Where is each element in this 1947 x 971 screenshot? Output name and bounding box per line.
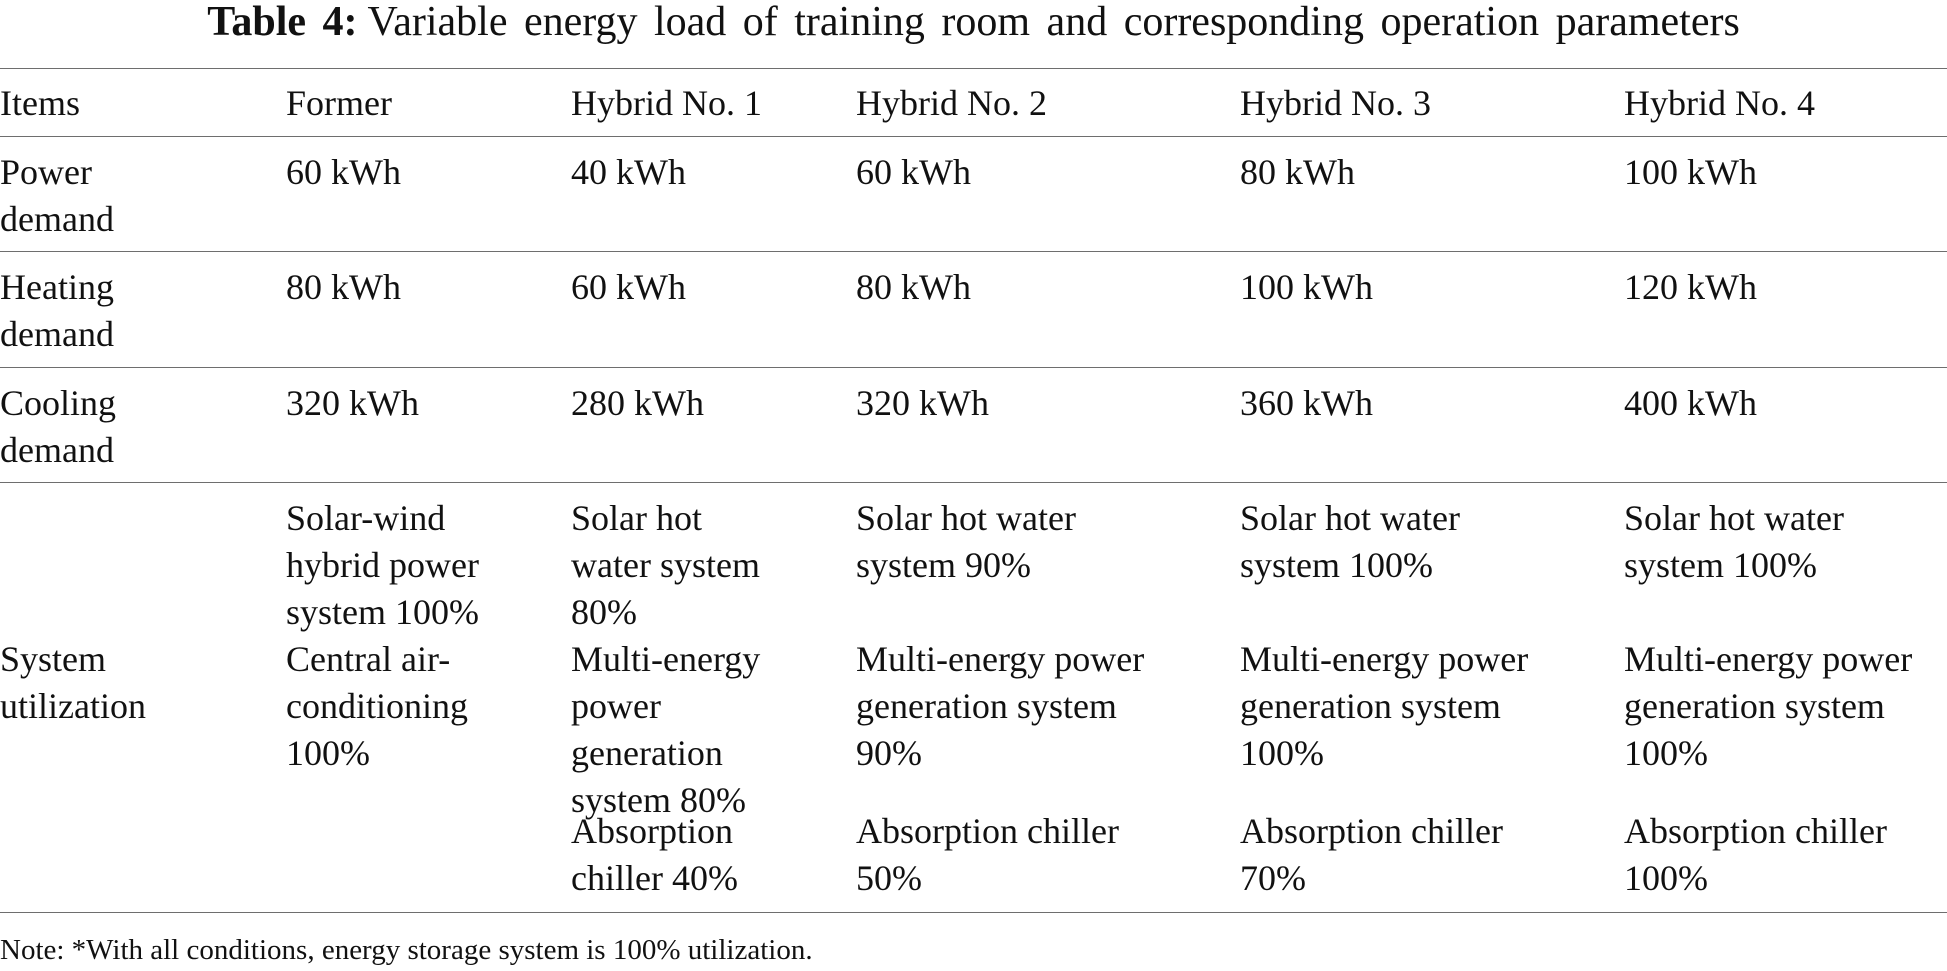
utilization-hybrid-2-solar-hot-water: Solar hot water system 90%: [856, 498, 1076, 585]
power-hybrid-2: 60 kWh: [856, 152, 971, 192]
utilization-hybrid-2-absorption-chiller: Absorption chiller 50%: [856, 811, 1119, 898]
utilization-hybrid-4-multi-energy: Multi-energy power generation system 100…: [1624, 639, 1913, 773]
utilization-hybrid-3-absorption-chiller: Absorption chiller 70%: [1240, 811, 1503, 898]
utilization-hybrid-2-multi-energy: Multi-energy power generation system 90%: [856, 639, 1145, 773]
table-note: Note: *With all conditions, energy stora…: [0, 934, 813, 966]
table-caption: Table 4: Variable energy load of training…: [0, 0, 1947, 62]
row-rule-2: [0, 367, 1947, 368]
utilization-hybrid-1-solar-hot-water: Solar hot water system 80%: [571, 498, 760, 632]
cooling-hybrid-1: 280 kWh: [571, 383, 704, 423]
header-hybrid-2: Hybrid No. 2: [856, 83, 1047, 123]
header-hybrid-3: Hybrid No. 3: [1240, 83, 1431, 123]
power-hybrid-1: 40 kWh: [571, 152, 686, 192]
row-rule-1: [0, 251, 1947, 252]
utilization-hybrid-3-solar-hot-water: Solar hot water system 100%: [1240, 498, 1460, 585]
heating-former: 80 kWh: [286, 267, 401, 307]
row-label-power: Power demand: [0, 152, 114, 239]
power-hybrid-3: 80 kWh: [1240, 152, 1355, 192]
heating-hybrid-2: 80 kWh: [856, 267, 971, 307]
power-former: 60 kWh: [286, 152, 401, 192]
heating-hybrid-1: 60 kWh: [571, 267, 686, 307]
caption-text: Variable energy load of training room an…: [367, 0, 1740, 45]
utilization-hybrid-1-absorption-chiller: Absorption chiller 40%: [571, 811, 738, 898]
caption-label: Table 4:: [207, 0, 358, 45]
row-label-cooling: Cooling demand: [0, 383, 117, 470]
cooling-hybrid-2: 320 kWh: [856, 383, 989, 423]
utilization-hybrid-4-solar-hot-water: Solar hot water system 100%: [1624, 498, 1844, 585]
cooling-former: 320 kWh: [286, 383, 419, 423]
bottom-rule: [0, 912, 1947, 913]
top-rule: [0, 68, 1947, 69]
cooling-hybrid-3: 360 kWh: [1240, 383, 1373, 423]
header-items: Items: [0, 83, 80, 123]
header-hybrid-4: Hybrid No. 4: [1624, 83, 1815, 123]
utilization-hybrid-1-multi-energy: Multi-energy power generation system 80%: [571, 639, 761, 820]
power-hybrid-4: 100 kWh: [1624, 152, 1757, 192]
header-former: Former: [286, 83, 392, 123]
header-rule: [0, 136, 1947, 137]
utilization-hybrid-3-multi-energy: Multi-energy power generation system 100…: [1240, 639, 1529, 773]
heating-hybrid-3: 100 kWh: [1240, 267, 1373, 307]
row-rule-3: [0, 482, 1947, 483]
header-hybrid-1: Hybrid No. 1: [571, 83, 762, 123]
cooling-hybrid-4: 400 kWh: [1624, 383, 1757, 423]
row-label-heating: Heating demand: [0, 267, 114, 354]
utilization-hybrid-4-absorption-chiller: Absorption chiller 100%: [1624, 811, 1887, 898]
row-label-utilization: System utilization: [0, 639, 146, 726]
utilization-former-central-ac: Central air- conditioning 100%: [286, 639, 468, 773]
utilization-former-solar-wind: Solar-wind hybrid power system 100%: [286, 498, 479, 632]
heating-hybrid-4: 120 kWh: [1624, 267, 1757, 307]
